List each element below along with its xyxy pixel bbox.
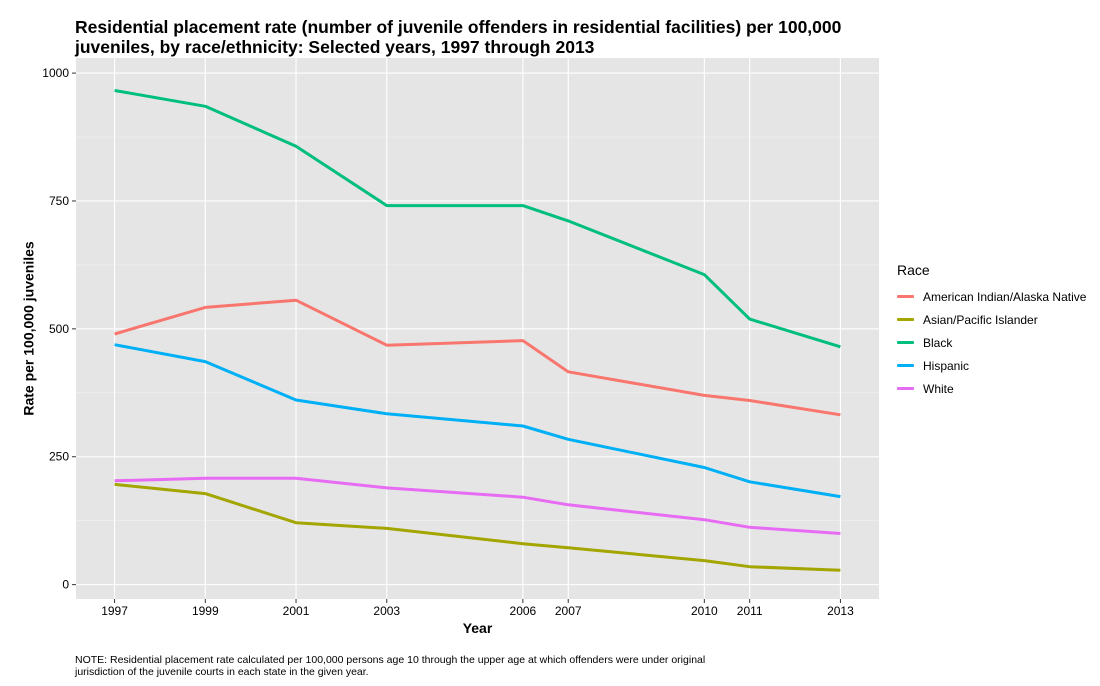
- legend: Race American Indian/Alaska Native Asian/…: [897, 262, 1086, 400]
- legend-swatch: [897, 364, 914, 367]
- x-tick-label: 2013: [827, 604, 854, 618]
- y-tick-label: 0: [62, 578, 69, 592]
- x-tick-label: 2007: [555, 604, 582, 618]
- y-tick-label: 1000: [42, 66, 69, 80]
- legend-swatch: [897, 341, 914, 344]
- footnote-line-1: NOTE: Residential placement rate calcula…: [75, 654, 706, 666]
- footnote: NOTE: Residential placement rate calcula…: [75, 654, 775, 678]
- legend-label: American Indian/Alaska Native: [923, 289, 1087, 304]
- series-line: [114, 298, 841, 417]
- legend-item: American Indian/Alaska Native: [897, 285, 1086, 308]
- x-axis: 1997 1999 2001 2003 2006 2007 2010 2011 2013: [101, 599, 854, 618]
- y-tick-label: 250: [49, 450, 69, 464]
- series-line: [114, 476, 841, 535]
- chart-title: Residential placement rate (number of ju…: [75, 17, 975, 57]
- series-line: [114, 482, 841, 572]
- x-tick-label: 1999: [192, 604, 219, 618]
- legend-label: Hispanic: [923, 358, 970, 373]
- x-tick-label: 2010: [691, 604, 718, 618]
- series-lines: [114, 89, 841, 572]
- x-tick-label: 2001: [283, 604, 310, 618]
- legend-item: White: [897, 377, 1086, 400]
- x-axis-label: Year: [463, 620, 493, 636]
- legend-item: Black: [897, 331, 1086, 354]
- chart-title-line-1: Residential placement rate (number of ju…: [75, 17, 842, 37]
- legend-label: Asian/Pacific Islander: [923, 312, 1038, 327]
- legend-label: Black: [923, 335, 953, 350]
- footnote-line-2: jurisdiction of the juvenile courts in e…: [75, 666, 369, 678]
- y-tick-label: 500: [49, 322, 69, 336]
- chart-title-line-2: juveniles, by race/ethnicity: Selected y…: [75, 37, 595, 57]
- x-tick-label: 2011: [737, 604, 763, 618]
- series-line: [114, 343, 841, 499]
- legend-swatch: [897, 387, 914, 390]
- legend-swatch: [897, 318, 914, 321]
- series-line: [114, 89, 841, 349]
- legend-item: Asian/Pacific Islander: [897, 308, 1086, 331]
- y-tick-label: 750: [49, 194, 69, 208]
- legend-title: Race: [897, 262, 930, 278]
- legend-item: Hispanic: [897, 354, 1086, 377]
- x-tick-label: 2006: [510, 604, 537, 618]
- y-axis-label: Rate per 100,000 juveniles: [21, 241, 37, 416]
- y-axis: 0 250 500 750 1000: [42, 66, 76, 592]
- legend-label: White: [923, 381, 954, 396]
- grid-lines: [76, 58, 879, 599]
- x-tick-label: 1997: [101, 604, 128, 618]
- legend-swatch: [897, 295, 914, 298]
- x-tick-label: 2003: [373, 604, 400, 618]
